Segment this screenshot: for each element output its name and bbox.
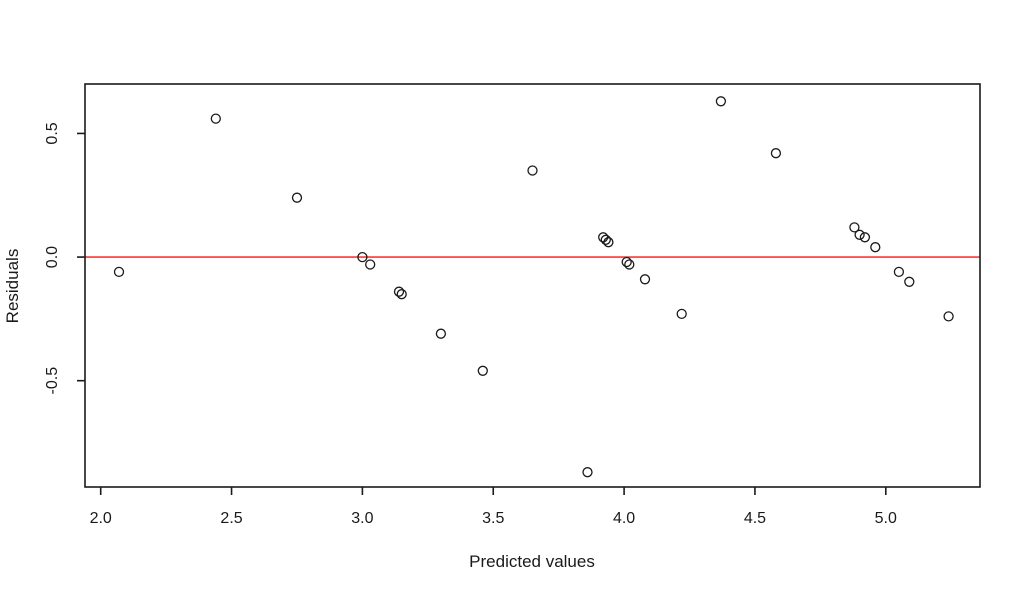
data-point bbox=[527, 165, 538, 176]
data-point bbox=[870, 242, 881, 253]
data-point bbox=[904, 276, 915, 287]
data-point bbox=[365, 259, 376, 270]
x-tick-label: 4.5 bbox=[744, 510, 766, 527]
x-tick-label: 3.5 bbox=[482, 510, 504, 527]
x-tick-label: 2.5 bbox=[220, 510, 242, 527]
x-axis-label: Predicted values bbox=[469, 552, 595, 571]
x-tick-label: 2.0 bbox=[90, 510, 112, 527]
x-tick-label: 3.0 bbox=[351, 510, 373, 527]
y-tick-label: -0.5 bbox=[44, 367, 61, 395]
y-axis-label: Residuals bbox=[3, 249, 22, 324]
data-point bbox=[943, 311, 954, 322]
data-point bbox=[770, 148, 782, 159]
data-point bbox=[859, 232, 871, 243]
data-point bbox=[582, 467, 593, 478]
data-point bbox=[849, 222, 860, 233]
x-tick-label: 4.0 bbox=[613, 510, 635, 527]
y-tick-label: 0.5 bbox=[44, 122, 61, 144]
data-point bbox=[396, 289, 407, 300]
data-point bbox=[393, 286, 405, 297]
data-point bbox=[435, 328, 447, 339]
plot-border bbox=[84, 83, 981, 488]
data-point bbox=[603, 237, 614, 248]
y-tick-label: 0.0 bbox=[44, 246, 61, 268]
plot-area: 2.0 2.5 3.0 3.5 4.0 4.5 5.0 -0.5 0.0 0.5 bbox=[44, 83, 981, 527]
data-point bbox=[621, 256, 632, 268]
data-point bbox=[893, 266, 905, 278]
data-point bbox=[715, 96, 727, 107]
data-point bbox=[639, 274, 651, 285]
data-point bbox=[210, 113, 221, 124]
data-point bbox=[291, 192, 303, 203]
data-point bbox=[113, 266, 125, 278]
data-point bbox=[477, 365, 488, 376]
x-tick-label: 5.0 bbox=[875, 510, 897, 527]
data-point bbox=[357, 251, 368, 263]
data-point bbox=[624, 259, 635, 270]
data-point bbox=[598, 232, 609, 243]
data-point bbox=[600, 234, 611, 245]
data-point bbox=[854, 229, 865, 240]
data-point bbox=[676, 308, 687, 320]
